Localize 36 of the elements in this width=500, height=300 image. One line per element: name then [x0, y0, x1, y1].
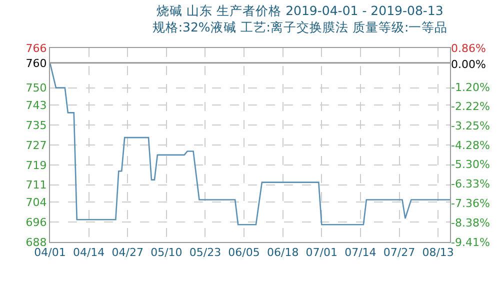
x-tick-label: 06/18	[266, 246, 299, 260]
y-tick-label: 719	[26, 158, 47, 172]
chart-subtitle: 规格:32%液碱 工艺:离子交换膜法 质量等级:一等品	[152, 19, 448, 34]
y2-tick-label: -2.22%	[451, 100, 490, 114]
x-tick-label: 07/01	[306, 246, 338, 260]
x-tick-label: 08/13	[422, 246, 454, 260]
y2-tick-label: -4.28%	[451, 138, 490, 152]
x-tick-label: 04/14	[72, 246, 105, 260]
x-tick-label: 05/10	[150, 246, 182, 260]
y-tick-label: 735	[26, 118, 47, 132]
y2-tick-label: -8.38%	[451, 216, 490, 230]
x-tick-label: 05/23	[189, 246, 222, 260]
y2-tick-label: 0.86%	[451, 42, 486, 55]
x-tick-label: 04/01	[34, 246, 66, 260]
y-tick-label: 760	[26, 56, 47, 70]
y-tick-label: 727	[26, 138, 47, 152]
y-tick-label: 696	[26, 216, 47, 229]
x-tick-label: 06/05	[228, 246, 260, 260]
y-tick-label: 750	[26, 82, 47, 95]
x-tick-label: 04/27	[112, 246, 144, 260]
y2-tick-label: -6.33%	[451, 178, 490, 191]
y2-tick-label: -3.25%	[451, 119, 490, 132]
y2-tick-label: -1.20%	[451, 80, 490, 94]
line-series	[50, 62, 450, 226]
x-tick-label: 07/14	[344, 246, 376, 260]
y-tick-label: 743	[26, 99, 47, 112]
y2-tick-label: -5.30%	[451, 158, 490, 172]
y2-tick-label: -9.41%	[451, 236, 490, 249]
x-tick-label: 07/27	[383, 246, 416, 260]
chart-title: 烧碱 山东 生产者价格 2019-04-01 - 2019-08-13	[156, 3, 444, 18]
y-tick-label: 711	[26, 178, 47, 192]
y-tick-label: 704	[26, 196, 47, 210]
y2-tick-label: -7.36%	[451, 197, 490, 210]
y2-tick-label: 0.00%	[451, 58, 486, 72]
y-tick-label: 688	[26, 236, 47, 249]
y-tick-label: 766	[26, 42, 47, 55]
